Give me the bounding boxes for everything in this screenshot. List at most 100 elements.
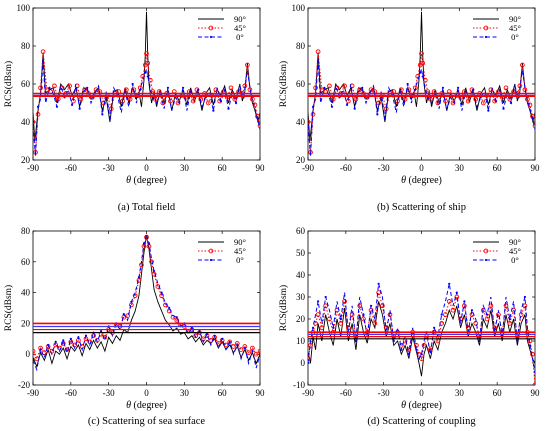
chart-panel-3: -90 -60 -30 0 30 60 90 -20 0 20 40 60 80 θ (degree) RC… [3, 226, 265, 427]
legend-marker [483, 25, 489, 31]
y-tick-label: 80 [21, 41, 31, 51]
data-point [383, 117, 387, 120]
data-point [400, 348, 403, 351]
data-point [198, 330, 201, 333]
data-point [369, 304, 373, 307]
data-point [227, 339, 233, 345]
data-point [82, 87, 88, 93]
data-point [357, 87, 363, 93]
x-tick-label: -90 [302, 163, 314, 173]
y-tick-label: 80 [21, 226, 31, 236]
data-point [131, 82, 134, 86]
data-point [530, 351, 535, 357]
data-point [357, 303, 363, 309]
data-point [125, 313, 130, 319]
y-tick-label: 40 [21, 288, 31, 298]
data-point [484, 316, 490, 322]
data-point [516, 339, 519, 343]
data-point [228, 85, 234, 91]
data-point [252, 102, 258, 108]
data-point [508, 317, 511, 321]
data-point [419, 51, 424, 56]
data-point [354, 339, 358, 343]
data-point [523, 295, 527, 299]
series-line-2 [33, 61, 260, 157]
x-tick-label: -60 [65, 163, 77, 173]
data-point [86, 86, 89, 89]
data-point [78, 107, 81, 110]
data-point [324, 295, 327, 299]
x-tick-label: -60 [340, 163, 352, 173]
legend-label: 0° [511, 255, 519, 265]
data-point [323, 303, 329, 309]
y-tick-label: 0 [301, 358, 306, 368]
data-point [189, 90, 192, 93]
data-point [323, 86, 326, 89]
data-point [443, 312, 448, 317]
x-axis-unit: (degree) [131, 175, 167, 186]
data-point [372, 321, 378, 326]
data-point [121, 314, 127, 320]
data-point [392, 339, 395, 343]
data-point [465, 325, 471, 331]
data-point [253, 351, 259, 357]
x-axis-symbol: θ [126, 400, 131, 411]
series-line-2 [308, 61, 535, 157]
data-point [421, 343, 427, 348]
data-point [39, 348, 42, 351]
data-point [332, 326, 335, 329]
data-point [44, 87, 50, 93]
data-point [308, 119, 311, 125]
legend-marker [208, 25, 214, 31]
x-tick-label: 0 [419, 163, 424, 173]
data-point [362, 313, 365, 316]
data-point [327, 316, 332, 322]
legend-marker [209, 35, 213, 39]
data-point [448, 282, 451, 285]
x-tick-label: 30 [180, 388, 190, 398]
legend-box [194, 236, 256, 266]
data-point [213, 87, 219, 93]
data-point [319, 325, 325, 331]
legend-marker [484, 258, 488, 262]
data-point [257, 348, 260, 354]
data-point [487, 109, 490, 112]
x-axis-symbol: θ [126, 175, 131, 186]
x-axis-label: θ (degree) [401, 400, 442, 411]
data-point [137, 276, 141, 279]
data-point [503, 303, 509, 309]
x-axis-symbol: θ [401, 400, 406, 411]
data-point [213, 334, 216, 337]
x-tick-label: 0 [144, 163, 149, 173]
plot-area [33, 11, 260, 157]
y-axis-label: RCS(dBsm) [3, 61, 14, 107]
y-tick-label: -10 [293, 380, 305, 390]
x-tick-label: 0 [144, 388, 149, 398]
data-point [205, 100, 211, 106]
data-point [456, 86, 460, 89]
data-point [522, 303, 528, 309]
data-point [525, 96, 530, 102]
data-point [465, 98, 471, 104]
data-point [219, 100, 223, 103]
data-point [251, 350, 254, 353]
x-axis-label: θ (degree) [126, 400, 167, 411]
y-axis-label: RCS(dBsm) [278, 61, 289, 107]
x-tick-label: -30 [378, 388, 390, 398]
data-point [349, 312, 355, 317]
data-point [376, 113, 379, 116]
x-tick-label: 90 [256, 163, 266, 173]
data-point [407, 353, 410, 356]
data-point [342, 299, 347, 304]
data-point [38, 85, 43, 91]
data-point [507, 321, 513, 326]
data-point [139, 88, 142, 91]
data-point [464, 90, 467, 93]
data-point [528, 344, 532, 347]
data-point [197, 88, 200, 91]
y-tick-label: 100 [17, 3, 31, 13]
data-point [151, 271, 157, 277]
x-axis-unit: (degree) [406, 175, 442, 186]
series-line-0 [308, 301, 535, 377]
